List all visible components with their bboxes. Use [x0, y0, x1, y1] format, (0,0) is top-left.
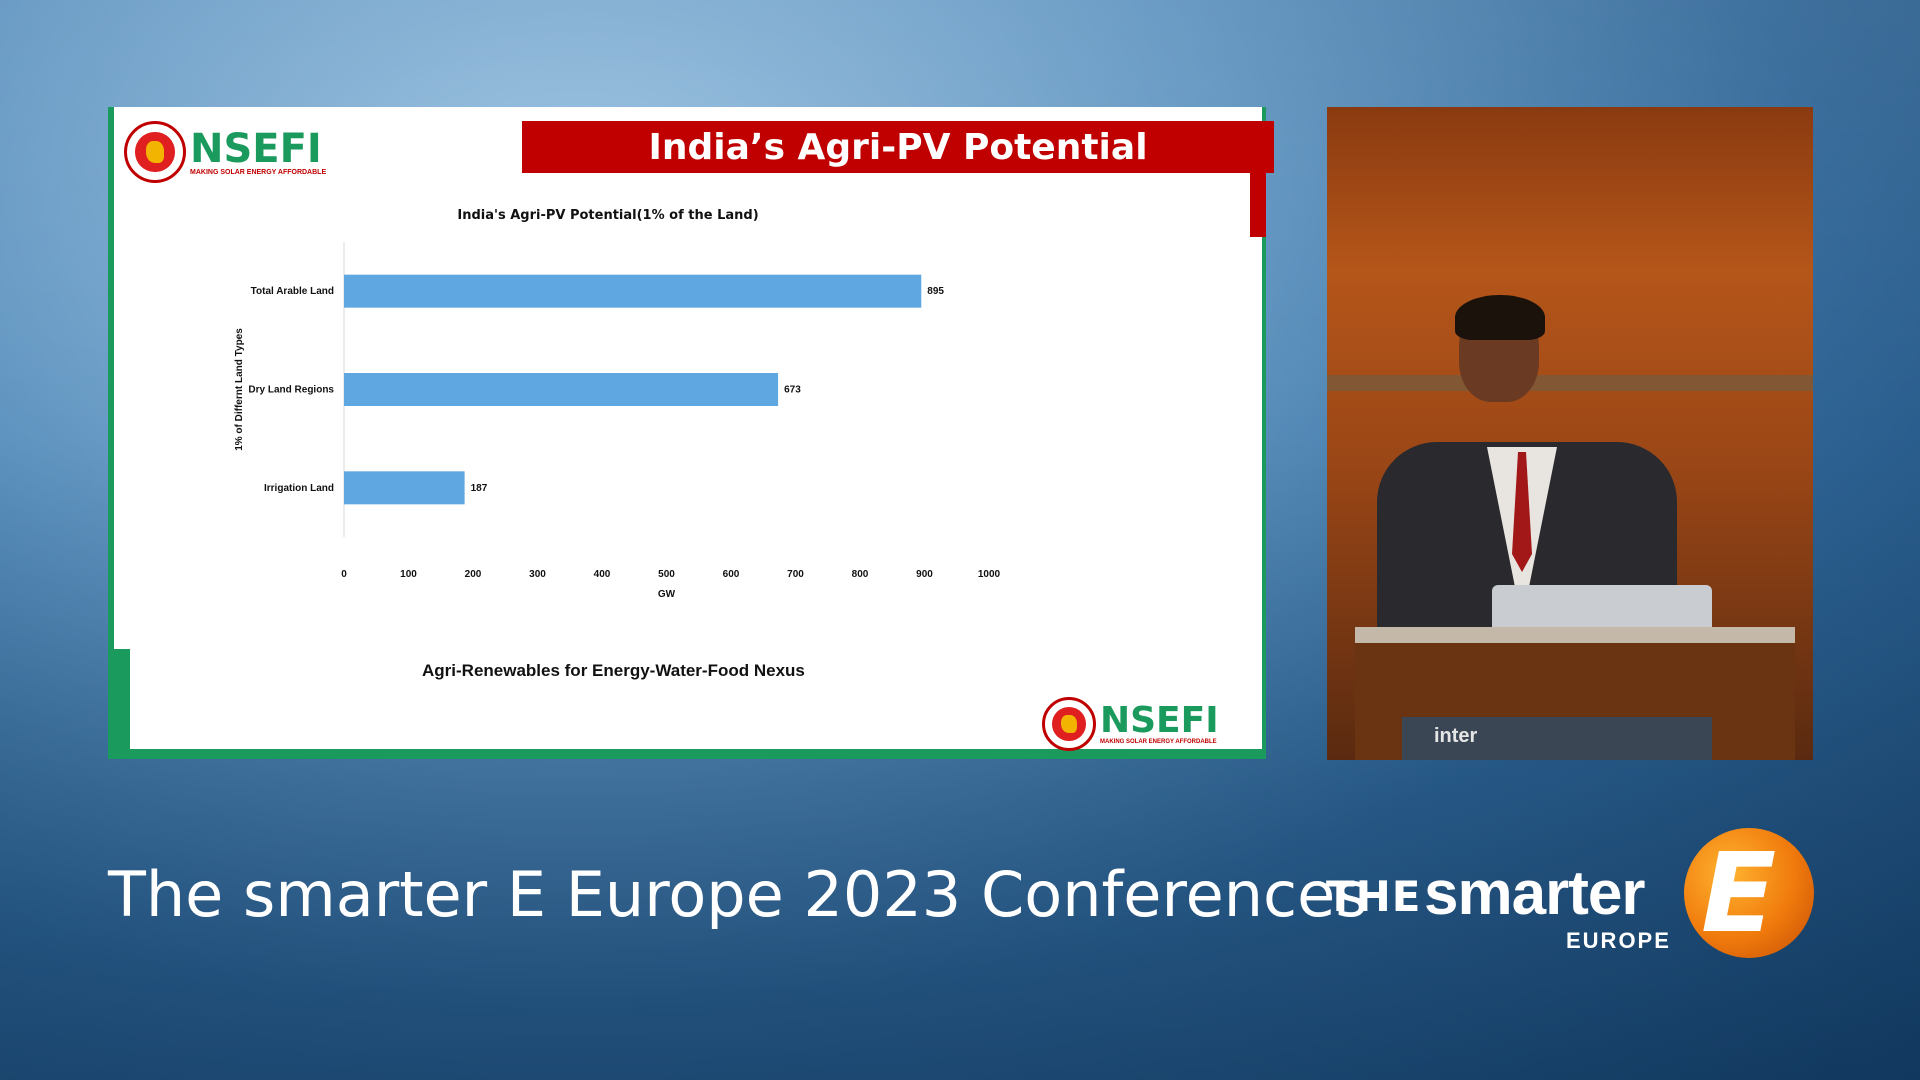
slide-green-border [108, 107, 114, 759]
category-label: Dry Land Regions [248, 385, 334, 396]
x-tick-label: 900 [916, 569, 933, 580]
nsefi-logo-bottom: NSEFI MAKING SOLAR ENERGY AFFORDABLE [1042, 697, 1219, 751]
x-tick-label: 200 [465, 569, 482, 580]
nsefi-logo-top: NSEFI MAKING SOLAR ENERGY AFFORDABLE [124, 121, 326, 183]
logo-tagline: MAKING SOLAR ENERGY AFFORDABLE [190, 168, 327, 176]
x-axis-label: GW [658, 589, 676, 600]
bar-2 [344, 471, 465, 505]
brand-europe: EUROPE [1566, 928, 1671, 953]
x-tick-label: 300 [529, 569, 546, 580]
x-tick-label: 400 [594, 569, 611, 580]
category-label: Irrigation Land [264, 483, 334, 494]
slide-footer: Agri-Renewables for Energy-Water-Food Ne… [422, 661, 805, 680]
logo-tagline: MAKING SOLAR ENERGY AFFORDABLE [1100, 739, 1217, 745]
wall-band [1327, 375, 1813, 391]
x-tick-label: 800 [852, 569, 869, 580]
bar-0 [344, 274, 922, 308]
chart-title: India's Agri-PV Potential(1% of the Land… [457, 208, 759, 223]
slide-title: India’s Agri-PV Potential [648, 126, 1148, 168]
speaker-video: inter [1327, 107, 1813, 760]
slide-canvas: India’s Agri-PV Potential NSEFI MAKING S… [114, 107, 1274, 751]
brand-smarter: smarter [1424, 859, 1645, 928]
x-tick-label: 100 [400, 569, 417, 580]
podium-rail [1355, 627, 1795, 643]
x-tick-label: 1000 [978, 569, 1001, 580]
logo-name: NSEFI [1100, 700, 1219, 741]
nsefi-emblem-icon [1042, 697, 1096, 751]
slide-green-corner [108, 649, 130, 759]
speaker-hair [1455, 295, 1545, 340]
brand-orange-circle [1684, 828, 1814, 958]
the-smarter-e-logo: E THE smarter EUROPE [1326, 828, 1816, 978]
x-tick-label: 500 [658, 569, 675, 580]
slide-title-bar: India’s Agri-PV Potential [522, 121, 1274, 173]
presentation-slide: India’s Agri-PV Potential NSEFI MAKING S… [108, 107, 1274, 759]
podium-sign: inter [1402, 717, 1712, 760]
data-label: 187 [471, 483, 488, 494]
slide-red-accent [1250, 173, 1266, 237]
data-label: 673 [784, 385, 801, 396]
data-label: 895 [927, 286, 944, 297]
x-tick-label: 600 [723, 569, 740, 580]
brand-the: THE [1326, 872, 1422, 921]
y-axis-label: 1% of Differnt Land Types [234, 328, 245, 451]
bar-chart: Total Arable Land 895 Dry Land Regions 673 I… [234, 242, 1001, 600]
brand-e-letter: E [1701, 829, 1777, 957]
logo-name: NSEFI [190, 125, 322, 172]
category-label: Total Arable Land [251, 286, 334, 297]
conference-title: The smarter E Europe 2023 Conferences [108, 858, 1368, 931]
x-tick-label: 0 [341, 569, 347, 580]
nsefi-emblem-icon [124, 121, 186, 183]
podium-sign-text: inter [1434, 725, 1478, 747]
bar-1 [344, 373, 779, 406]
x-tick-label: 700 [787, 569, 804, 580]
speaker-tie [1512, 452, 1532, 572]
